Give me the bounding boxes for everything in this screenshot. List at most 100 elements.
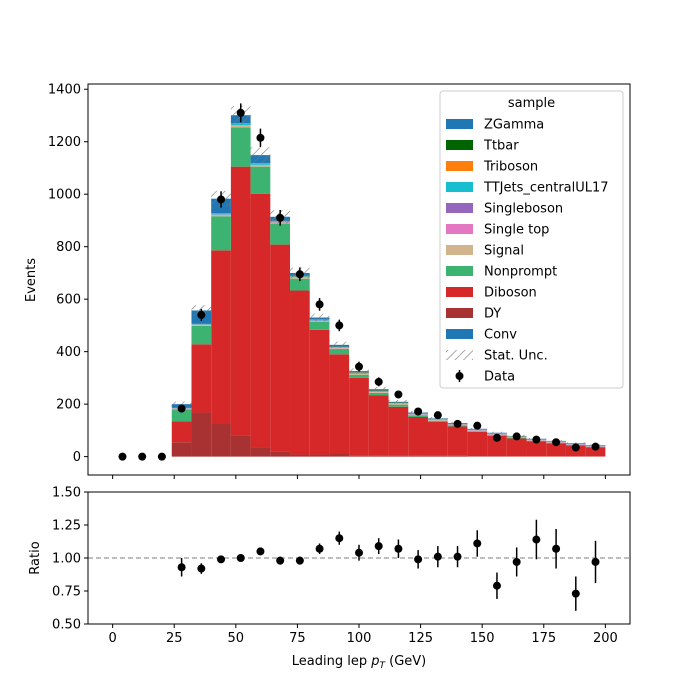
bar-diboson bbox=[309, 329, 330, 455]
legend-label-diboson: Diboson bbox=[484, 286, 537, 301]
bar-signal bbox=[427, 420, 448, 421]
data-point bbox=[552, 438, 561, 447]
ratio-x-axis: 0 25 50 75 100 125 150 175 200 bbox=[108, 624, 618, 646]
ratio-x-tick-label: 150 bbox=[470, 631, 495, 646]
legend-label-stat-unc-: Stat. Unc. bbox=[484, 349, 548, 364]
bar-nonprompt bbox=[230, 127, 251, 167]
ratio-x-tick-label: 175 bbox=[531, 631, 556, 646]
bar-nonprompt bbox=[270, 223, 291, 245]
ratio-point bbox=[295, 556, 304, 565]
legend-swatch-singleboson bbox=[446, 203, 473, 213]
bar-dy bbox=[487, 456, 507, 457]
data-point bbox=[256, 133, 265, 142]
legend-box bbox=[439, 90, 624, 389]
legend-swatch-conv bbox=[446, 329, 473, 339]
data-point bbox=[276, 213, 285, 222]
ratio-point bbox=[512, 557, 521, 566]
ratio-points bbox=[177, 519, 600, 611]
ratio-y-tick-label: 0.50 bbox=[52, 618, 81, 633]
legend: sample ZGamma Ttbar Triboson TTJets_central… bbox=[439, 90, 624, 389]
legend-swatch-dy bbox=[446, 308, 473, 318]
ratio-point bbox=[571, 589, 580, 598]
bar-diboson bbox=[447, 426, 468, 456]
y-tick-label: 0 bbox=[73, 450, 81, 465]
data-point bbox=[315, 300, 324, 309]
bar-signal bbox=[388, 403, 409, 405]
ratio-y-tick-label: 1.00 bbox=[52, 552, 81, 567]
legend-marker-data bbox=[455, 372, 464, 380]
bar-diboson bbox=[585, 447, 606, 457]
ratio-point bbox=[591, 557, 600, 566]
legend-label-signal: Signal bbox=[484, 244, 524, 259]
bar-ttjets-centralul17 bbox=[250, 163, 271, 165]
data-point bbox=[157, 452, 166, 461]
bar-nonprompt bbox=[250, 166, 271, 194]
ratio-point bbox=[355, 548, 363, 557]
legend-label-singleboson: Singleboson bbox=[484, 202, 563, 217]
y-tick-label: 1400 bbox=[48, 83, 81, 98]
legend-swatch-triboson bbox=[446, 161, 473, 171]
bar-dy bbox=[270, 451, 291, 457]
data-point bbox=[591, 442, 600, 451]
legend-swatch-ttbar bbox=[446, 140, 473, 150]
ratio-point bbox=[473, 539, 482, 548]
bar-nonprompt bbox=[427, 420, 448, 422]
stat-unc-band bbox=[309, 313, 330, 322]
ratio-x-tick-label: 125 bbox=[408, 631, 433, 646]
bar-diboson bbox=[408, 417, 428, 456]
ratio-y-tick-label: 1.50 bbox=[52, 486, 81, 501]
bar-signal bbox=[191, 325, 212, 326]
bar-dy bbox=[211, 423, 231, 457]
bar-ttjets-centralul17 bbox=[191, 324, 212, 325]
ratio-x-tick-label: 25 bbox=[166, 631, 183, 646]
legend-title: sample bbox=[508, 96, 555, 111]
ratio-x-tick-label: 200 bbox=[593, 631, 618, 646]
ratio-point bbox=[236, 554, 245, 562]
legend-swatch-diboson bbox=[446, 287, 473, 297]
x-axis-label: Leading lep pT (GeV) bbox=[292, 654, 426, 671]
legend-label-ttjets-centralul17: TTJets_centralUL17 bbox=[483, 181, 609, 196]
bar-diboson bbox=[349, 377, 369, 456]
bar-diboson bbox=[290, 290, 310, 455]
bar-dy bbox=[309, 454, 330, 457]
ratio-x-tick-label: 75 bbox=[289, 631, 306, 646]
ratio-point bbox=[433, 552, 442, 561]
data-points bbox=[118, 103, 600, 461]
bar-nonprompt bbox=[349, 374, 369, 378]
ratio-x-tick-label: 0 bbox=[108, 631, 116, 646]
legend-label-triboson: Triboson bbox=[483, 160, 538, 175]
bar-triboson bbox=[250, 163, 271, 164]
bar-diboson bbox=[467, 431, 488, 457]
data-point bbox=[394, 390, 403, 399]
ratio-point bbox=[394, 544, 403, 553]
data-point bbox=[414, 407, 423, 416]
bar-dy bbox=[467, 456, 488, 457]
bar-signal bbox=[211, 214, 231, 217]
ratio-y-tick-label: 0.75 bbox=[52, 585, 81, 600]
stacked-bars bbox=[171, 115, 606, 457]
bar-diboson bbox=[250, 193, 271, 448]
x-axis-label-subscript: T bbox=[379, 661, 386, 671]
legend-swatch-signal bbox=[446, 245, 473, 255]
bar-nonprompt bbox=[171, 409, 192, 422]
main-x-ticks bbox=[112, 475, 606, 479]
bar-diboson bbox=[211, 250, 231, 424]
bar-diboson bbox=[526, 441, 547, 457]
bar-diboson bbox=[368, 395, 389, 456]
main-y-axis: 0 200 400 600 800 1000 1200 1400 bbox=[48, 83, 88, 465]
bar-ttjets-centralul17 bbox=[230, 123, 251, 126]
data-point bbox=[355, 362, 363, 371]
ratio-point bbox=[177, 563, 186, 572]
bar-diboson bbox=[487, 435, 507, 457]
ratio-y-axis: 0.50 0.75 1.00 1.25 1.50 bbox=[52, 486, 88, 633]
ratio-point bbox=[217, 555, 226, 564]
stat-unc-band bbox=[487, 431, 507, 434]
bar-dy bbox=[290, 454, 310, 457]
data-point bbox=[532, 435, 541, 444]
main-y-axis-label: Events bbox=[24, 258, 39, 302]
data-point bbox=[374, 377, 383, 386]
y-tick-label: 200 bbox=[56, 398, 81, 413]
data-point bbox=[197, 310, 206, 319]
bar-signal bbox=[329, 348, 350, 350]
